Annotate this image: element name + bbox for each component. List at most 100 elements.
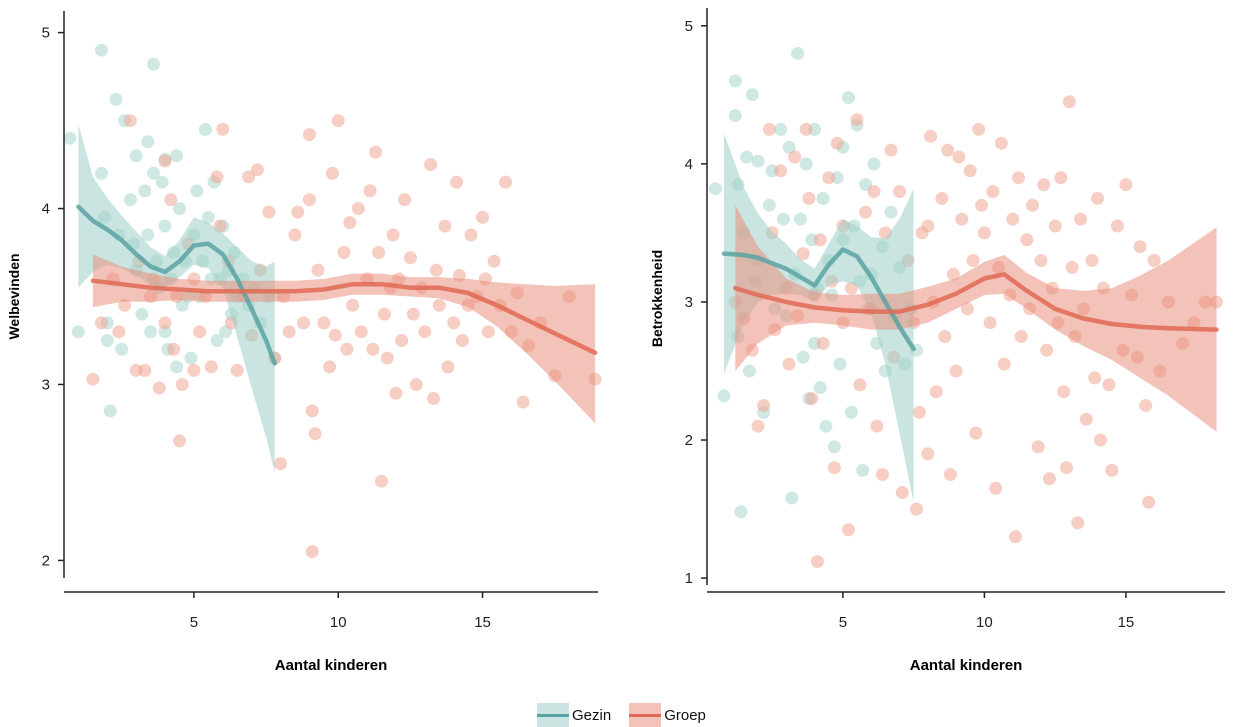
gezin-point xyxy=(63,131,77,145)
gezin-point xyxy=(796,350,810,364)
groep-point xyxy=(983,316,997,330)
gezin-point xyxy=(138,184,152,198)
groep-point xyxy=(1088,371,1102,385)
gezin-point xyxy=(71,325,85,339)
groep-point xyxy=(230,363,244,377)
groep-point xyxy=(118,298,132,312)
gezin-point xyxy=(762,198,776,212)
y-tick-label: 4 xyxy=(685,156,693,173)
chart-canvas: 2 3 4 5 5 10 15 Aantal kinderen Welbevinden 1 2… xyxy=(6,8,1225,674)
gezin-point xyxy=(740,150,754,164)
groep-point xyxy=(112,325,126,339)
groep-point xyxy=(331,114,345,128)
gezin-point xyxy=(170,149,184,163)
groep-point xyxy=(499,175,513,189)
gezin-point xyxy=(799,157,813,171)
groep-point xyxy=(884,143,898,157)
groep-point xyxy=(302,193,316,207)
groep-point xyxy=(164,193,178,207)
groep-point xyxy=(429,263,443,277)
groep-point xyxy=(1119,178,1133,192)
groep-point xyxy=(167,342,181,356)
groep-point xyxy=(305,545,319,559)
groep-point xyxy=(323,360,337,374)
groep-point xyxy=(317,316,331,330)
gezin-point xyxy=(115,342,129,356)
groep-point xyxy=(912,405,926,419)
groep-point xyxy=(774,164,788,178)
groep-point xyxy=(946,267,960,281)
groep-point xyxy=(325,166,339,180)
groep-point xyxy=(924,129,938,143)
groep-point xyxy=(986,185,1000,198)
groep-point xyxy=(1054,171,1068,185)
groep-point xyxy=(187,363,201,377)
groep-point xyxy=(351,202,365,215)
gezin-point xyxy=(123,193,137,207)
y-tick-label: 2 xyxy=(685,432,693,449)
groep-point xyxy=(375,474,388,488)
groep-point xyxy=(173,434,186,448)
groep-point xyxy=(346,298,360,312)
groep-point xyxy=(123,114,137,128)
groep-point xyxy=(994,136,1008,150)
groep-point xyxy=(762,122,776,136)
groep-point xyxy=(1048,219,1062,233)
groep-point xyxy=(389,386,403,400)
gezin-point xyxy=(793,212,807,226)
groep-point xyxy=(943,468,957,481)
groep-point xyxy=(476,210,489,224)
gezin-point xyxy=(144,325,158,339)
groep-point xyxy=(398,193,412,207)
groep-point xyxy=(1043,472,1056,486)
gezin-point xyxy=(842,91,855,105)
groep-point xyxy=(302,128,316,142)
gezin-point xyxy=(785,491,799,505)
gezin-point xyxy=(147,166,160,180)
y-tick-label: 3 xyxy=(685,294,693,311)
groep-point xyxy=(377,307,391,321)
x-tick-label: 15 xyxy=(474,614,491,631)
legend-item-gezin: Gezin xyxy=(537,703,611,727)
gezin-point xyxy=(100,334,114,347)
groep-point xyxy=(969,426,983,440)
axes: 2 3 4 5 5 10 15 xyxy=(42,11,598,631)
groep-point xyxy=(1085,254,1099,267)
groep-point xyxy=(842,523,855,537)
groep-point xyxy=(175,378,189,391)
groep-point xyxy=(1147,254,1161,267)
groep-point xyxy=(395,334,409,347)
gezin-point xyxy=(884,205,898,219)
groep-point xyxy=(95,316,108,330)
x-axis-label: Aantal kinderen xyxy=(275,657,388,674)
groep-point xyxy=(822,171,836,185)
groep-point xyxy=(450,175,464,189)
gezin-point xyxy=(717,389,731,403)
groep-point xyxy=(380,351,394,365)
groep-point xyxy=(1020,233,1034,247)
groep-point xyxy=(1071,516,1085,530)
groep-point xyxy=(447,316,461,330)
groep-point xyxy=(418,325,432,339)
x-tick-label: 10 xyxy=(330,614,347,631)
legend-key-groep xyxy=(629,703,662,727)
groep-point xyxy=(372,246,386,259)
groep-point xyxy=(343,216,357,230)
gezin-point xyxy=(728,74,742,88)
groep-point xyxy=(810,555,824,568)
gezin-point xyxy=(745,88,759,102)
gezin-point xyxy=(819,419,833,433)
groep-point xyxy=(1133,240,1147,254)
groep-point xyxy=(966,254,980,267)
groep-confidence-band xyxy=(735,205,1217,432)
groep-point xyxy=(138,363,152,377)
groep-point xyxy=(216,122,230,136)
groep-point xyxy=(340,342,354,356)
groep-fit-line xyxy=(733,272,1219,332)
gezin-fit-line xyxy=(76,204,277,366)
gezin-point xyxy=(135,307,149,321)
groep-point xyxy=(406,307,420,321)
gezin-point xyxy=(190,184,204,198)
groep-point xyxy=(204,360,218,374)
groep-point xyxy=(997,357,1011,371)
